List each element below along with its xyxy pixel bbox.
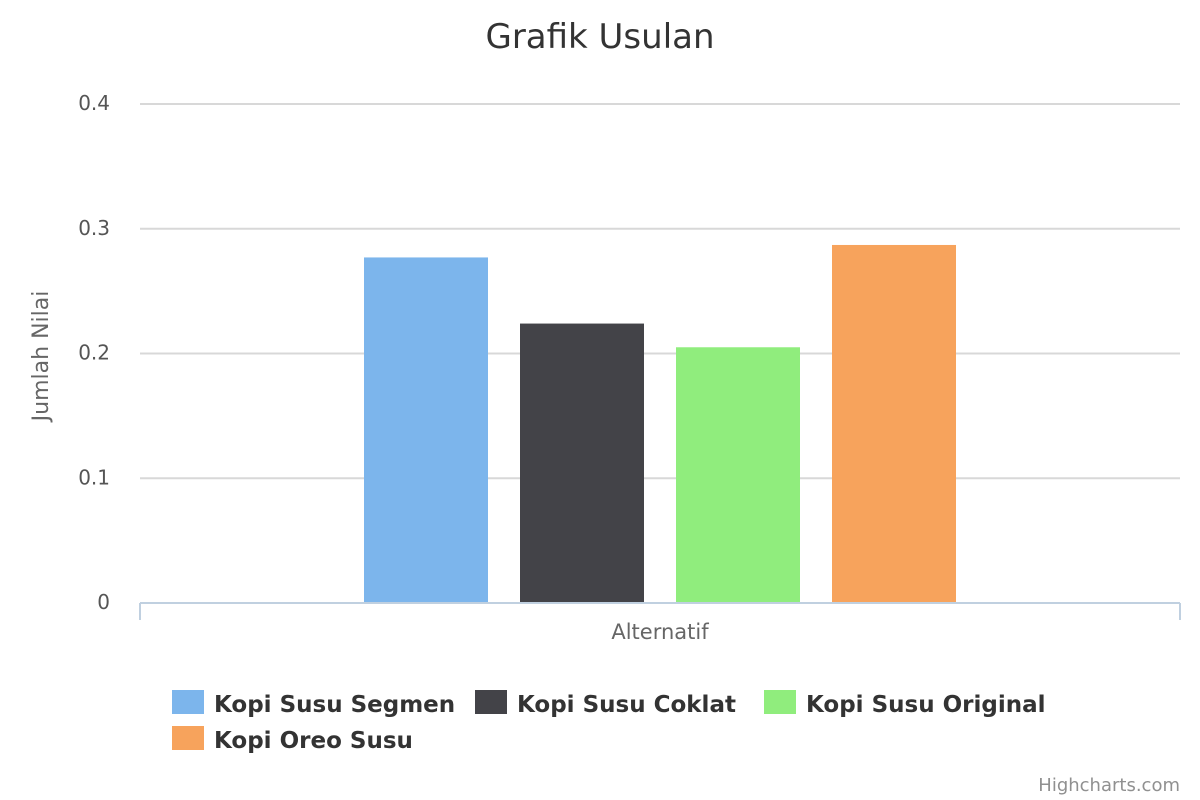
bar-kopi-susu-coklat[interactable] xyxy=(520,323,644,603)
legend-swatch xyxy=(172,690,204,714)
legend-item[interactable]: Kopi Susu Coklat xyxy=(475,690,736,718)
legend-swatch xyxy=(172,726,204,750)
chart-title: Grafik Usulan xyxy=(485,17,714,57)
legend-label: Kopi Oreo Susu xyxy=(214,728,413,754)
y-axis-title: Jumlah Nilai xyxy=(29,291,54,424)
x-axis-title: Alternatif xyxy=(611,620,709,644)
legend: Kopi Susu Segmen Kopi Susu Coklat Kopi Sus… xyxy=(172,690,1046,754)
y-axis-tick-label: 0.4 xyxy=(78,91,110,115)
y-axis-tick-label: 0.2 xyxy=(78,341,110,365)
legend-label: Kopi Susu Original xyxy=(806,692,1046,718)
bar-kopi-susu-segmen[interactable] xyxy=(364,257,488,603)
legend-swatch xyxy=(475,690,507,714)
y-axis-tick-label: 0 xyxy=(97,590,110,614)
legend-item[interactable]: Kopi Susu Original xyxy=(764,690,1046,718)
credits-link[interactable]: Highcharts.com xyxy=(1038,775,1180,796)
legend-label: Kopi Susu Coklat xyxy=(517,692,736,718)
legend-item[interactable]: Kopi Susu Segmen xyxy=(172,690,455,718)
y-axis-tick-label: 0.3 xyxy=(78,216,110,240)
legend-swatch xyxy=(764,690,796,714)
y-axis-tick-labels: 0 0.1 0.2 0.3 0.4 xyxy=(78,91,110,614)
legend-label: Kopi Susu Segmen xyxy=(214,692,455,718)
grid-lines xyxy=(140,103,1180,480)
y-axis-tick-label: 0.1 xyxy=(78,465,110,489)
bar-kopi-oreo-susu[interactable] xyxy=(832,244,956,603)
bar-kopi-susu-original[interactable] xyxy=(676,347,800,603)
bar-series-group xyxy=(364,244,956,603)
legend-item[interactable]: Kopi Oreo Susu xyxy=(172,726,413,754)
